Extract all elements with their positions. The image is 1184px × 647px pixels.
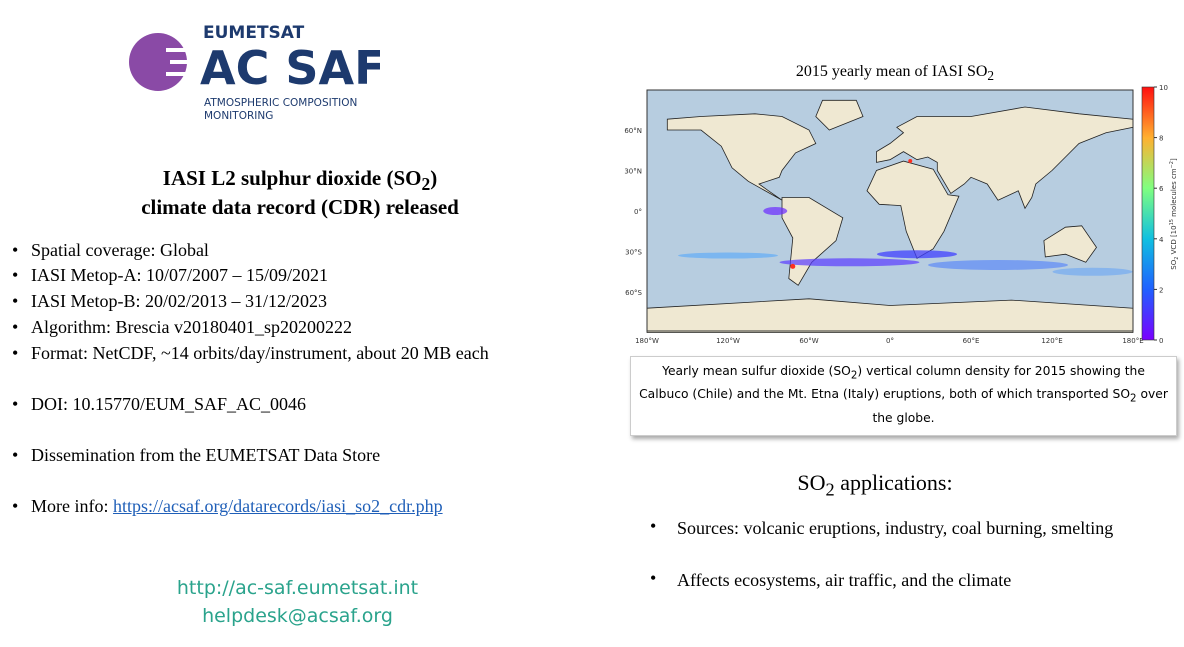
landmass [1043, 225, 1097, 263]
logo-tagline: ATMOSPHERIC COMPOSITION [204, 97, 357, 109]
bullet: More info: https://acsaf.org/datarecords… [12, 496, 443, 517]
link[interactable]: https://acsaf.org/datarecords/iasi_so2_c… [112, 496, 443, 516]
lon-label: 180°E [1122, 337, 1143, 345]
colorbar-tick-label: 0 [1159, 337, 1163, 345]
bullet: IASI Metop-B: 20/02/2013 – 31/12/2023 [12, 291, 327, 312]
colorbar-tick-label: 8 [1159, 135, 1163, 143]
so2-plume [779, 258, 920, 267]
eruption [790, 263, 796, 269]
bullet: IASI Metop-A: 10/07/2007 – 15/09/2021 [12, 265, 328, 286]
bullet-text: More info: [31, 496, 109, 516]
map-figure: 60°N 30°N 0° 30°S 60°S 180°W 120°W 60°W 0° 60°E 12… [624, 84, 1180, 345]
colorbar-label-text: molecules cm [1170, 168, 1178, 219]
bullet-text: Algorithm: Brescia v20180401_sp20200222 [31, 317, 352, 337]
lat-label: 60°N [624, 127, 642, 135]
caption-text: over the globe. [872, 387, 1168, 425]
website: http://ac-saf.eumetsat.int [176, 577, 419, 599]
headline-text: ) [430, 166, 438, 190]
so2-plume [877, 250, 957, 259]
lon-label: 0° [886, 337, 894, 345]
logo-mark [129, 33, 187, 91]
colorbar-tick-label: 6 [1159, 185, 1164, 193]
colorbar [1141, 86, 1155, 341]
caption-text: ) vertical column density for 2015 showi… [639, 364, 1145, 402]
bullet-text: Spatial coverage: Global [31, 240, 209, 260]
application-text: Affects ecosystems, air traffic, and the… [677, 570, 1012, 590]
so2-plume [763, 207, 788, 215]
lat-label: 0° [634, 208, 642, 216]
subscript: 2 [987, 68, 995, 84]
lat-label: 60°S [625, 289, 642, 297]
so2-plume [678, 252, 778, 259]
headline: IASI L2 sulphur dioxide (SO2) [0, 166, 600, 195]
landmass [866, 160, 960, 259]
bullet-text: IASI Metop-B: 20/02/2013 – 31/12/2023 [31, 291, 327, 311]
bullet: Spatial coverage: Global [12, 240, 209, 261]
figure-title-text: 2015 yearly mean of IASI SO [795, 63, 988, 80]
logo-name: AC SAF [200, 41, 380, 95]
subscript: 2 [421, 174, 431, 195]
colorbar-label-text: VCD [10 [1170, 225, 1178, 256]
bullet-text: IASI Metop-A: 10/07/2007 – 15/09/2021 [31, 265, 328, 285]
so2-plume [1052, 267, 1133, 276]
applications-heading: SO2 applications: [600, 470, 1150, 500]
application-text: Sources: volcanic eruptions, industry, c… [677, 518, 1114, 538]
subscript: 2 [825, 479, 835, 500]
lon-label: 120°W [716, 337, 740, 345]
bullet-text: Format: NetCDF, ~14 orbits/day/instrumen… [31, 343, 489, 363]
lat-label: 30°S [625, 249, 642, 257]
bullet: Algorithm: Brescia v20180401_sp20200222 [12, 317, 352, 338]
so2-plume [928, 260, 1068, 270]
bullet: Dissemination from the EUMETSAT Data Sto… [12, 445, 380, 466]
superscript: −2 [1169, 161, 1175, 168]
eruption [908, 159, 913, 164]
lon-label: 120°E [1041, 337, 1062, 345]
landmass [815, 99, 864, 131]
logo-org: EUMETSAT [203, 23, 305, 43]
logo: EUMETSAT AC SAF ATMOSPHERIC COMPOSITION … [129, 23, 380, 122]
landmass [666, 113, 817, 201]
logo-tagline: MONITORING [204, 110, 273, 122]
colorbar-tick-label: 4 [1159, 236, 1164, 244]
bullet: Format: NetCDF, ~14 orbits/day/instrumen… [12, 343, 489, 364]
lon-label: 180°W [635, 337, 659, 345]
subscript: 2 [1130, 392, 1137, 405]
colorbar-label-text: ] [1170, 158, 1178, 161]
lon-label: 60°W [799, 337, 818, 345]
headline: climate data record (CDR) released [141, 195, 459, 219]
lat-label: 30°N [624, 168, 642, 176]
bullet: DOI: 10.15770/EUM_SAF_AC_0046 [12, 394, 306, 415]
colorbar-label: SO2 VCD [1015 molecules cm−2] [1169, 158, 1180, 270]
superscript: 2 [1174, 257, 1180, 260]
colorbar-tick-label: 10 [1159, 84, 1168, 92]
figure-title: 2015 yearly mean of IASI SO2 [600, 63, 1184, 84]
caption-text: Yearly mean sulfur dioxide (SO [662, 364, 851, 378]
superscript: 15 [1169, 219, 1175, 225]
headline-text: IASI L2 sulphur dioxide (SO [162, 166, 422, 190]
application-item: Sources: volcanic eruptions, industry, c… [650, 516, 1130, 541]
heading-text: applications: [834, 470, 953, 495]
landmass [646, 298, 1134, 333]
logo-stripes [166, 48, 190, 76]
colorbar-tick-label: 2 [1159, 286, 1163, 294]
colorbar-label-text: SO [1170, 259, 1178, 269]
email: helpdesk@acsaf.org [202, 605, 393, 627]
application-item: Affects ecosystems, air traffic, and the… [650, 568, 1130, 593]
bullet-text: Dissemination from the EUMETSAT Data Sto… [31, 445, 381, 465]
caption: Yearly mean sulfur dioxide (SO2) vertica… [630, 356, 1177, 436]
landmass [876, 106, 1134, 210]
bullet-text: DOI: 10.15770/EUM_SAF_AC_0046 [31, 394, 307, 414]
lon-label: 60°E [963, 337, 980, 345]
heading-text: SO [797, 470, 826, 495]
map-frame [646, 89, 1134, 332]
subscript: 2 [850, 369, 858, 382]
